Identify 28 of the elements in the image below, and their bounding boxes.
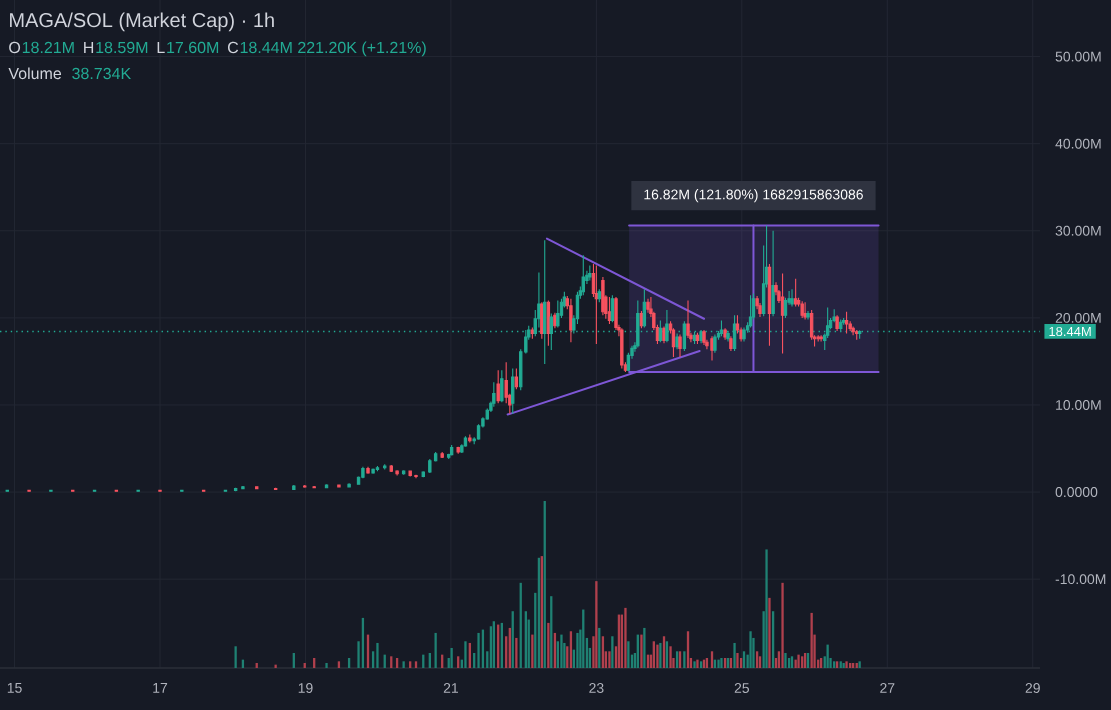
y-tick-label: 0.0000 xyxy=(1055,487,1098,498)
y-tick-label: -10.00M xyxy=(1055,574,1106,585)
y-tick-label: 30.00M xyxy=(1055,225,1101,236)
annotation: L xyxy=(157,41,165,53)
annotation: H xyxy=(84,41,94,53)
x-tick-label: 17 xyxy=(153,683,168,693)
y-tick-label: 40.00M xyxy=(1055,138,1101,149)
annotation: 18.44M 221.20K (+1.21%) xyxy=(240,41,426,57)
x-tick-label: 27 xyxy=(880,683,895,693)
y-tick-label: 50.00M xyxy=(1055,51,1101,62)
x-tick-label: 15 xyxy=(7,683,22,693)
y-tick-label: 20.00M xyxy=(1055,312,1101,323)
ref-line-label: 18.44M xyxy=(1049,326,1091,337)
text: MAGA/SOL (Market Cap) · 1h xyxy=(10,12,274,32)
annotation: C xyxy=(228,41,239,54)
annotation: 18.21M xyxy=(22,41,74,54)
x-tick-label: 21 xyxy=(443,683,459,693)
chart-title: Volume xyxy=(8,67,62,80)
annotation: 38.734K xyxy=(72,67,131,80)
annotation: O xyxy=(9,41,21,54)
annotation: 18.59M xyxy=(96,41,148,54)
y-tick-label: 10.00M xyxy=(1056,400,1101,410)
annotation: 16.82M (121.80%) 1682915863086 xyxy=(644,189,863,203)
x-tick-label: 23 xyxy=(589,683,604,693)
annotation: 17.60M xyxy=(167,41,219,54)
x-tick-label: 19 xyxy=(298,683,313,693)
x-tick-label: 29 xyxy=(1025,683,1040,693)
x-tick-label: 25 xyxy=(734,683,750,693)
